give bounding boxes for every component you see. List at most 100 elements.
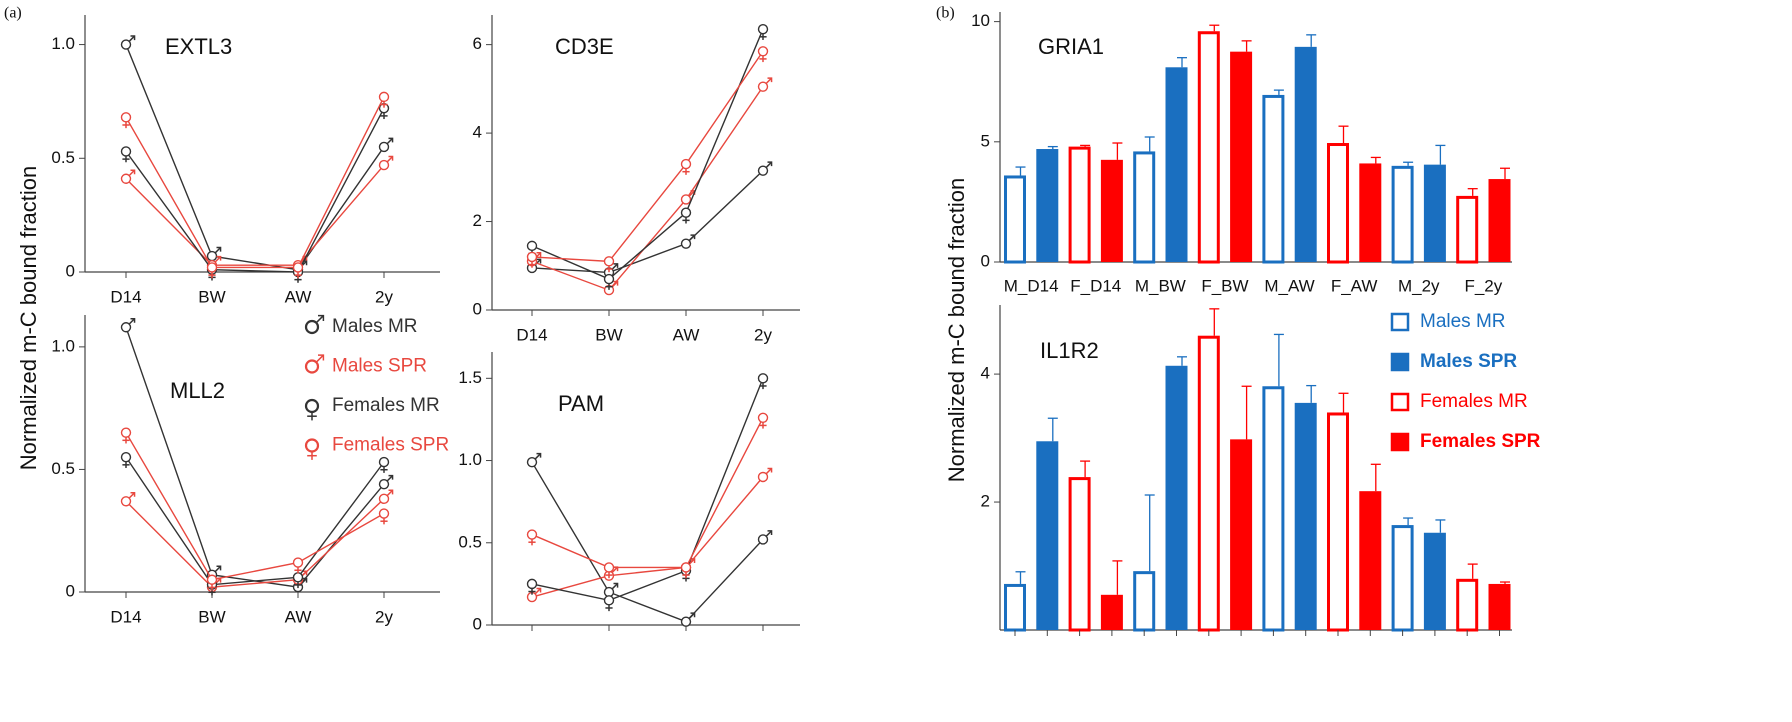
series-line (125, 96, 385, 269)
bar (1456, 578, 1479, 632)
marker-glyph (688, 190, 695, 197)
bar (1133, 571, 1156, 632)
y-tick-label: 4 (473, 123, 482, 142)
marker-glyph (214, 247, 221, 254)
data-point (757, 412, 769, 423)
marker-glyph (765, 530, 772, 537)
marker-glyph (386, 138, 393, 145)
data-point (680, 158, 692, 170)
marker-glyph (302, 570, 308, 576)
data-point (603, 256, 615, 267)
data-point (292, 572, 304, 583)
marker-glyph (767, 530, 773, 535)
marker-glyph (690, 612, 696, 618)
x-tick-label: F_2y (1464, 276, 1502, 295)
data-point (680, 194, 692, 205)
x-tick-label: AW (285, 607, 312, 626)
legend-swatch (1390, 312, 1410, 332)
legend-label: Males SPR (1420, 351, 1517, 372)
marker-glyph (536, 252, 542, 257)
data-point (680, 207, 692, 218)
legend: Males MR Males SPR Females MR Females SPR (1390, 311, 1541, 452)
chart: MLL2 0 0.5 1.0 D14 BW AW 2y (51, 315, 440, 626)
x-tick-label: D14 (110, 287, 141, 306)
y-tick-label: 0 (981, 251, 990, 270)
y-tick-label: 2 (473, 211, 482, 230)
x-tick-label: D14 (110, 607, 141, 626)
legend-swatch (1390, 352, 1410, 372)
bar (1004, 175, 1026, 264)
bar (1488, 583, 1511, 630)
series-line (531, 86, 764, 291)
chart: EXTL3 0 0.5 1.0 D14 BW AW 2y (51, 15, 440, 306)
data-point (757, 165, 769, 176)
legend-label: Females SPR (332, 435, 449, 456)
y-tick-label: 1.0 (51, 336, 75, 355)
bar (1230, 439, 1253, 630)
data-point (603, 273, 615, 285)
bar (1391, 525, 1414, 632)
bar (1327, 412, 1349, 632)
marker-glyph (216, 565, 222, 571)
marker-glyph (611, 263, 618, 270)
bar (1100, 159, 1123, 262)
y-axis-label: Normalized m-C bound fraction (944, 178, 969, 482)
marker-glyph (765, 78, 772, 85)
bar (1359, 491, 1382, 630)
series-line (531, 378, 764, 602)
series-line (531, 476, 764, 598)
marker-glyph (613, 263, 619, 268)
bar (1197, 335, 1220, 632)
x-tick-label: AW (285, 287, 312, 306)
marker-glyph (130, 492, 136, 497)
data-point (120, 427, 132, 438)
x-tick-label: BW (198, 287, 225, 306)
data-point (120, 322, 132, 333)
data-point (526, 456, 538, 468)
bar (1456, 195, 1479, 264)
series-line (125, 456, 385, 586)
series-line (531, 28, 764, 280)
series-line (125, 432, 385, 581)
data-point (680, 616, 692, 627)
x-tick-label: F_BW (1201, 276, 1248, 295)
data-point (680, 238, 692, 249)
data-point (378, 508, 390, 519)
panel-label: (a) (4, 5, 22, 22)
data-point (292, 262, 304, 273)
data-point (378, 493, 390, 505)
bar (1488, 179, 1511, 262)
marker-glyph (128, 318, 135, 325)
x-tick-label: 2y (375, 287, 393, 306)
marker-glyph (128, 170, 135, 177)
y-axis-label: Normalized m-C bound fraction (16, 166, 41, 470)
data-point (378, 141, 390, 153)
bar (1068, 477, 1091, 632)
chart-title: PAM (558, 391, 604, 416)
marker-glyph (128, 492, 135, 499)
y-tick-label: 0.5 (51, 459, 75, 478)
series-line (531, 417, 764, 569)
y-tick-label: 1.5 (458, 368, 482, 387)
data-point (603, 562, 615, 573)
marker-glyph (386, 156, 393, 163)
marker-glyph (690, 558, 696, 563)
chart-title: MLL2 (170, 378, 225, 403)
bar (1262, 94, 1285, 264)
marker-glyph (130, 317, 136, 323)
series-line (125, 164, 385, 266)
marker-glyph (613, 582, 619, 588)
marker-glyph (611, 583, 618, 590)
marker-glyph (388, 137, 394, 143)
y-tick-label: 6 (473, 34, 482, 53)
bar (1004, 583, 1026, 632)
data-point (378, 91, 390, 103)
data-point (603, 595, 615, 606)
bar (1165, 67, 1188, 263)
bar (1230, 51, 1253, 263)
x-tick-label: 2y (754, 325, 772, 344)
legend-label: Males SPR (332, 356, 427, 377)
data-point (120, 39, 132, 50)
chart: GRIA1 0 5 10 M_D14 F_D14 M_BW F_BW M_AW F_AW M_2y F… (971, 11, 1512, 295)
marker-glyph (388, 474, 394, 480)
